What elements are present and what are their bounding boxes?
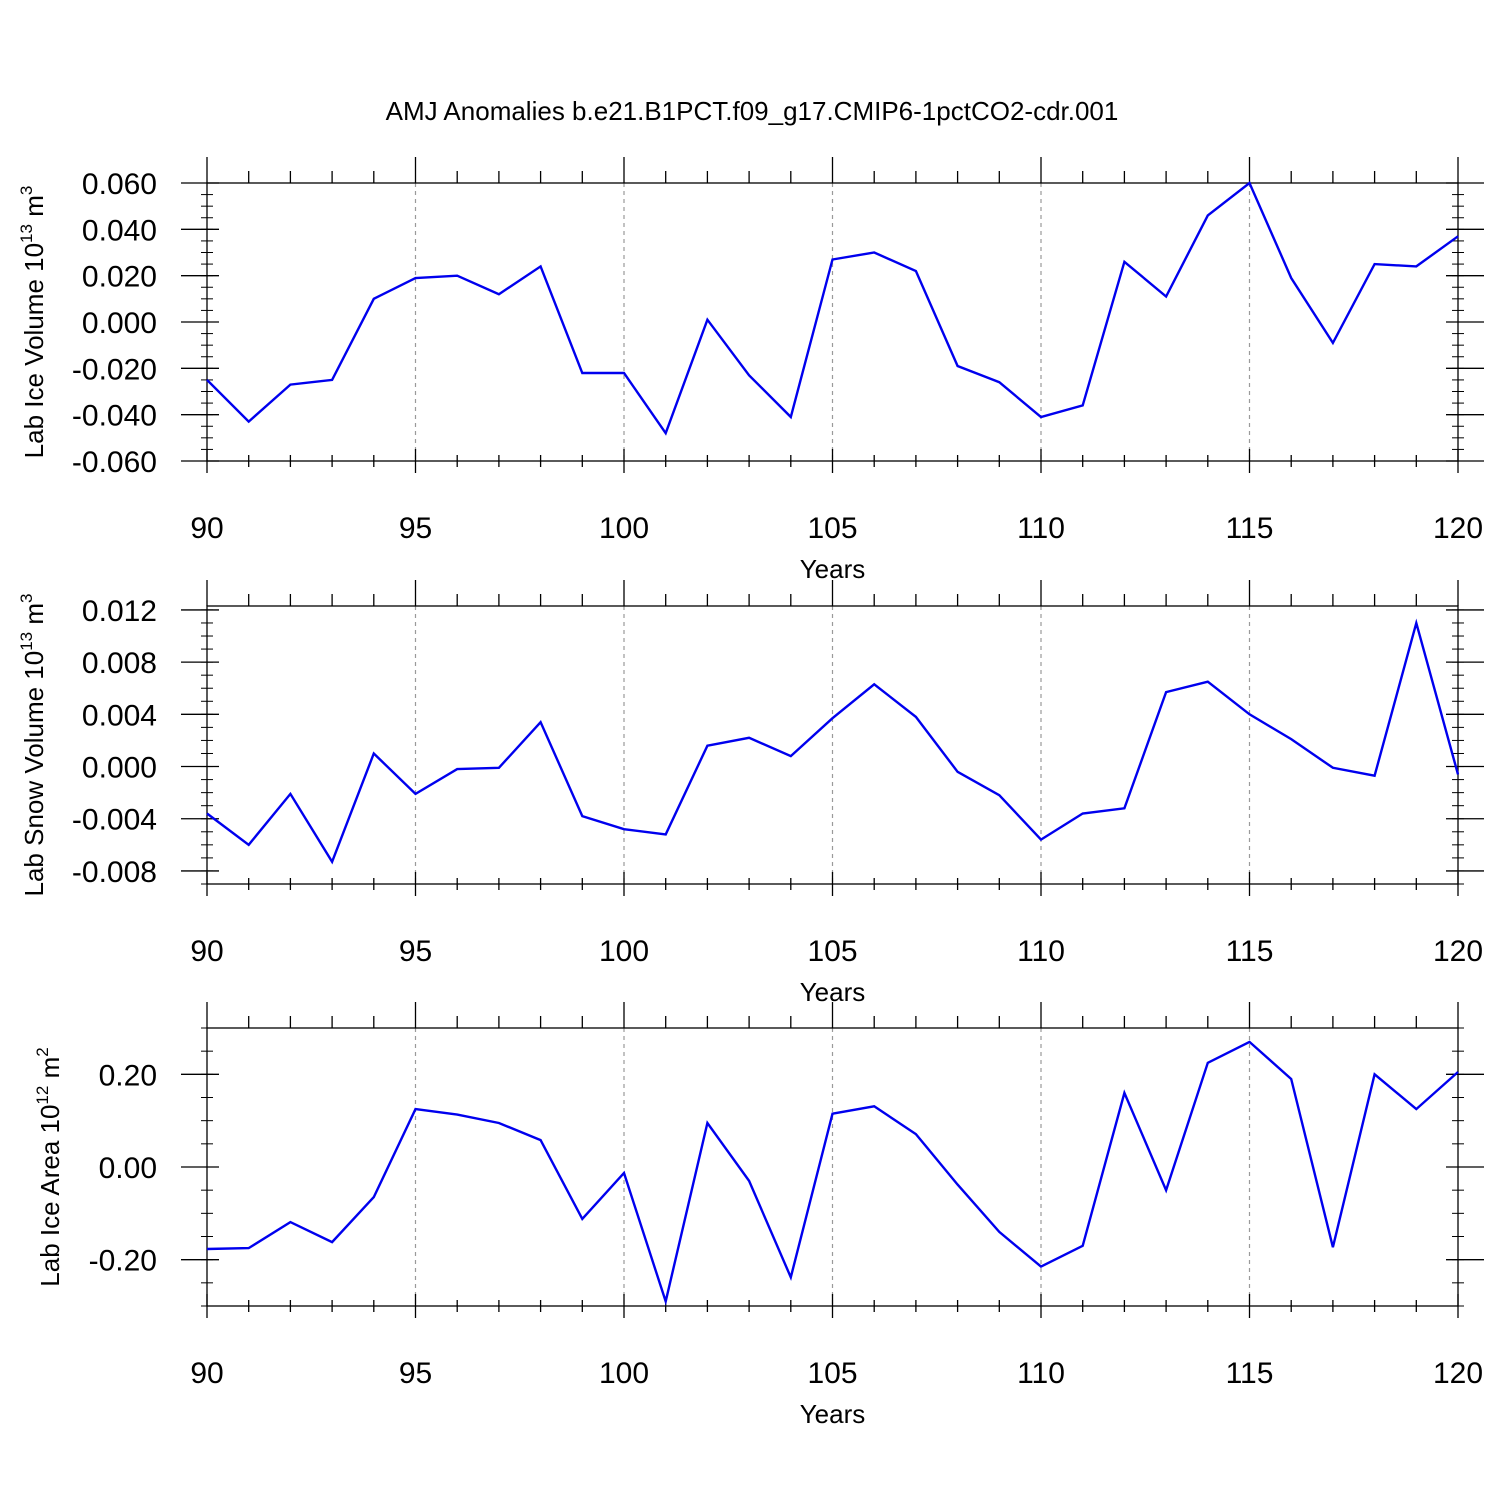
y-tick-label: 0.012 — [82, 595, 157, 628]
x-tick-label: 95 — [399, 935, 432, 968]
y-tick-label: -0.004 — [72, 804, 157, 837]
y-tick-label: 0.060 — [82, 168, 157, 201]
y-tick-label: -0.020 — [72, 353, 157, 386]
y-axis-label-exponent: 3 — [17, 593, 36, 602]
y-axis-label-part: Lab Ice Volume 10 — [19, 243, 49, 458]
x-tick-label: 90 — [190, 512, 223, 545]
panel-2: -0.008 -0.004 0.000 0.004 0.008 0.012 90 95 100 1… — [17, 580, 1484, 1007]
data-series-line — [206, 181, 1459, 436]
y-tick-label: -0.060 — [72, 446, 157, 479]
data-series-line — [206, 618, 1460, 865]
x-tick-label: 115 — [1226, 1357, 1274, 1390]
x-tick-label: 120 — [1433, 512, 1483, 545]
x-tick-label: 100 — [599, 512, 649, 545]
x-tick-label: 110 — [1017, 1357, 1065, 1390]
y-axis-label: Lab Ice Volume 1013 m3 — [17, 186, 49, 459]
y-tick-label: 0.000 — [82, 752, 157, 785]
x-tick-label: 105 — [807, 512, 857, 545]
x-tick-label: 115 — [1226, 512, 1274, 545]
x-tick-label: 95 — [399, 1357, 432, 1390]
y-axis-label-exponent: 3 — [17, 186, 36, 195]
y-tick-label: 0.000 — [82, 307, 157, 340]
panel-1: -0.060 -0.040 -0.020 0.000 0.020 0.040 0.060 90… — [17, 157, 1484, 584]
x-tick-label: 120 — [1433, 935, 1483, 968]
data-series-line — [206, 1040, 1459, 1306]
y-axis-label-exponent: 13 — [17, 632, 36, 651]
x-tick-label: 95 — [399, 512, 432, 545]
y-axis-label-part: Lab Snow Volume 10 — [19, 651, 49, 897]
y-tick-label: -0.040 — [72, 400, 157, 433]
y-axis-label-exponent: 12 — [33, 1086, 52, 1105]
x-tick-label: 90 — [190, 935, 223, 968]
x-tick-label: 110 — [1017, 512, 1065, 545]
x-axis-label: Years — [800, 1399, 866, 1429]
x-tick-label: 90 — [190, 1357, 223, 1390]
x-tick-label: 120 — [1433, 1357, 1483, 1390]
y-axis-label: Lab Snow Volume 1013 m3 — [17, 593, 49, 896]
y-tick-label: 0.008 — [82, 647, 157, 680]
y-axis-label-exponent: 2 — [33, 1047, 52, 1056]
x-tick-label: 105 — [807, 935, 857, 968]
x-axis-label: Years — [800, 554, 866, 584]
y-axis-label-part: m — [35, 1057, 65, 1086]
x-tick-label: 100 — [599, 1357, 649, 1390]
panel-3: -0.20 0.00 0.20 90 95 100 105 110 115 120 Years Lab… — [33, 1002, 1484, 1429]
figure-title: AMJ Anomalies b.e21.B1PCT.f09_g17.CMIP6-… — [386, 96, 1119, 126]
x-tick-label: 100 — [599, 935, 649, 968]
y-axis-label-exponent: 13 — [17, 224, 36, 243]
y-tick-label: 0.004 — [82, 699, 157, 732]
y-axis-label-part: m — [19, 603, 49, 632]
x-tick-label: 105 — [807, 1357, 857, 1390]
y-tick-label: -0.20 — [89, 1245, 157, 1278]
y-tick-label: 0.00 — [99, 1152, 157, 1185]
y-axis-label-part: Lab Ice Area 10 — [35, 1105, 65, 1287]
x-tick-label: 110 — [1017, 935, 1065, 968]
y-axis-label: Lab Ice Area 1012 m2 — [33, 1047, 65, 1286]
y-tick-label: 0.020 — [82, 261, 157, 294]
y-tick-label: -0.008 — [72, 856, 157, 889]
y-tick-label: 0.040 — [82, 214, 157, 247]
y-tick-label: 0.20 — [99, 1059, 157, 1092]
x-tick-label: 115 — [1226, 935, 1274, 968]
y-axis-label-part: m — [19, 195, 49, 224]
